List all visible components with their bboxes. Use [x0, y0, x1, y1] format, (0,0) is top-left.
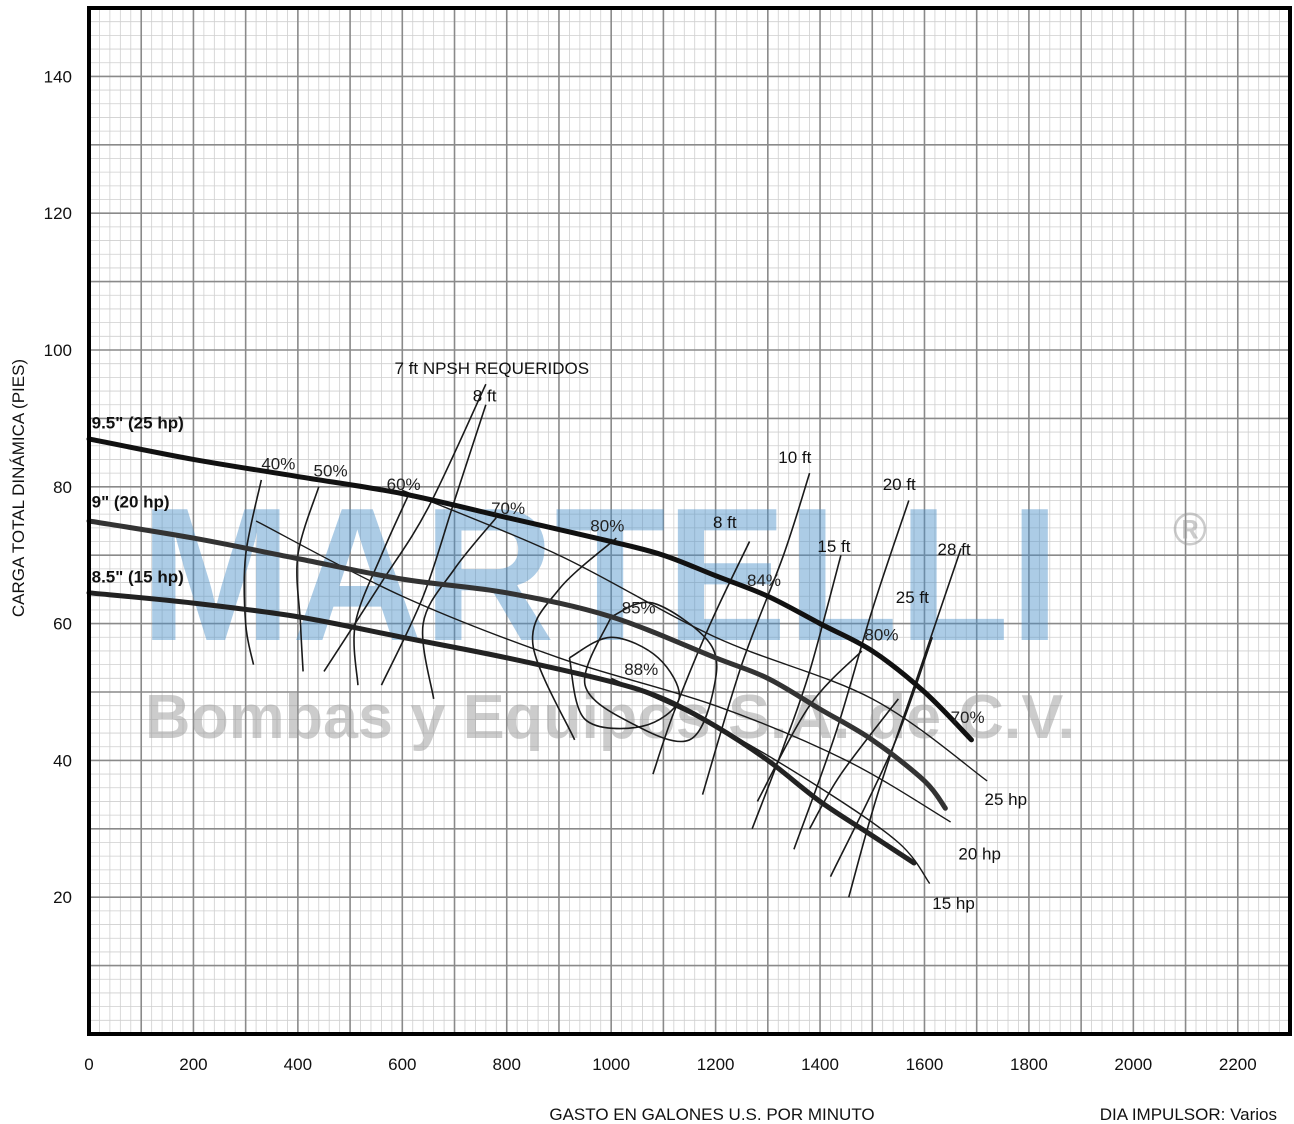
- efficiency-curve: [421, 517, 497, 699]
- x-tick-label: 0: [84, 1055, 93, 1074]
- power-label: 20 hp: [958, 845, 1001, 864]
- npsh-line: [847, 548, 962, 898]
- efficiency-curve: [756, 650, 863, 802]
- watermark-registered-mark: ®: [1173, 503, 1207, 555]
- npsh-label: 10 ft: [778, 448, 811, 467]
- x-tick-labels: 0 200 400 600 800 1000 1200 1400 1600 1800 2000 220…: [84, 1055, 1256, 1074]
- npsh-label: 20 ft: [883, 475, 916, 494]
- x-tick-label: 1200: [697, 1055, 735, 1074]
- efficiency-label: 88%: [624, 660, 658, 679]
- x-tick-label: 400: [284, 1055, 312, 1074]
- npsh-line: [380, 404, 487, 686]
- npsh-label: 8 ft: [473, 386, 497, 405]
- x-tick-label: 200: [179, 1055, 207, 1074]
- impeller-label: 9.5" (25 hp): [92, 414, 184, 433]
- impeller-head-curve: [86, 436, 974, 743]
- x-tick-label: 800: [493, 1055, 521, 1074]
- y-axis-title: CARGA TOTAL DINÁMICA (PIES): [9, 359, 28, 617]
- y-tick-label: 40: [53, 751, 72, 770]
- x-tick-label: 2200: [1219, 1055, 1257, 1074]
- npsh-label: 15 ft: [817, 537, 850, 556]
- efficiency-curve: [296, 486, 320, 672]
- y-tick-label: 20: [53, 888, 72, 907]
- efficiency-label: 40%: [261, 455, 295, 474]
- power-line: [255, 520, 951, 823]
- efficiency-label: 84%: [747, 571, 781, 590]
- impeller-label: 9" (20 hp): [92, 492, 170, 511]
- footnote-impeller-diameter: DIA IMPULSOR: Varios: [1100, 1105, 1277, 1124]
- watermark-subtitle: Bombas y Equipos S.A. de C.V.: [145, 683, 1075, 752]
- x-axis-title: GASTO EN GALONES U.S. POR MINUTO: [549, 1105, 874, 1124]
- efficiency-label: 50%: [314, 462, 348, 481]
- plot-frame: [87, 6, 1292, 1036]
- npsh-line: [701, 472, 811, 795]
- npsh-line: [793, 500, 910, 850]
- efficiency-label: 80%: [590, 516, 624, 535]
- efficiency-curve: [353, 496, 409, 686]
- efficiency-curve: [243, 479, 263, 665]
- power-label: 15 hp: [932, 894, 975, 913]
- series-layer: [86, 383, 988, 898]
- y-tick-labels: 20 40 60 80 100 120 140: [44, 67, 72, 907]
- impeller-label: 8.5" (15 hp): [92, 568, 184, 587]
- x-tick-label: 600: [388, 1055, 416, 1074]
- power-line: [402, 489, 988, 782]
- y-tick-label: 80: [53, 478, 72, 497]
- major-grid: [88, 7, 1291, 1035]
- x-tick-label: 1400: [801, 1055, 839, 1074]
- minor-grid: [89, 8, 1290, 1034]
- y-tick-label: 60: [53, 615, 72, 634]
- npsh-label: 7 ft NPSH REQUERIDOS: [394, 359, 589, 378]
- x-tick-label: 1800: [1010, 1055, 1048, 1074]
- efficiency-label: 70%: [951, 708, 985, 727]
- efficiency-label: 70%: [491, 499, 525, 518]
- efficiency-curve: [531, 537, 617, 741]
- label-layer: 9.5" (25 hp) 9" (20 hp) 8.5" (15 hp) 25 hp 2…: [92, 359, 1027, 913]
- power-label: 25 hp: [985, 790, 1028, 809]
- efficiency-label: 80%: [864, 626, 898, 645]
- npsh-line: [323, 383, 487, 672]
- npsh-label: 28 ft: [938, 540, 971, 559]
- watermark-logo: MARTELLI Bombas y Equipos S.A. de C.V. ®: [140, 469, 1207, 752]
- impeller-head-curve: [86, 518, 948, 811]
- x-tick-label: 1000: [592, 1055, 630, 1074]
- impeller-head-curve: [86, 590, 917, 866]
- efficiency-island: [583, 601, 718, 743]
- x-tick-label: 2000: [1114, 1055, 1152, 1074]
- npsh-label: 8 ft: [713, 513, 737, 532]
- efficiency-label: 60%: [387, 475, 421, 494]
- watermark-logo-text: MARTELLI: [140, 469, 1060, 681]
- efficiency-label: 85%: [622, 598, 656, 617]
- y-tick-label: 120: [44, 204, 72, 223]
- npsh-label: 25 ft: [896, 588, 929, 607]
- y-tick-label: 140: [44, 67, 72, 86]
- efficiency-curve: [808, 698, 900, 830]
- npsh-line: [751, 554, 842, 830]
- y-tick-label: 100: [44, 341, 72, 360]
- x-tick-label: 1600: [906, 1055, 944, 1074]
- npsh-line: [652, 541, 751, 775]
